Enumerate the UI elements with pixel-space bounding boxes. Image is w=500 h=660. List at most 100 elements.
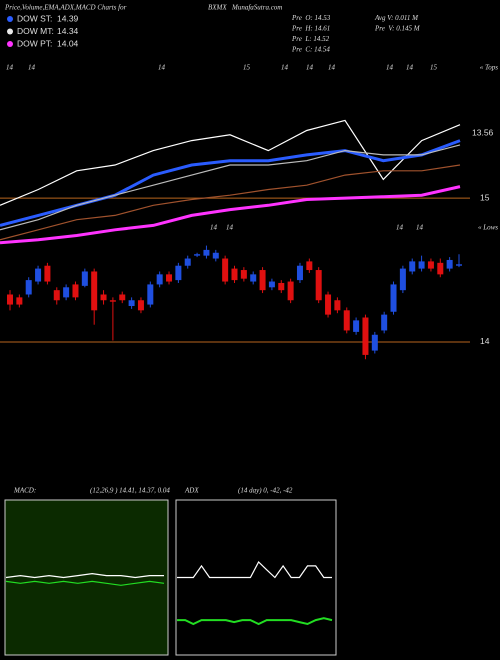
top-label: 15 xyxy=(430,64,438,72)
candle-body xyxy=(240,270,247,279)
candle-body xyxy=(381,314,388,331)
candle-body xyxy=(109,300,116,302)
candle-body xyxy=(287,281,294,301)
stat: Pre H: 14.61 xyxy=(291,25,330,33)
low-label: 14 xyxy=(416,224,424,232)
series-line xyxy=(177,617,333,626)
candle-body xyxy=(222,258,229,282)
candle-body xyxy=(418,261,425,269)
tops-label: « Tops xyxy=(480,64,499,72)
panel-label: MACD: xyxy=(13,487,36,495)
series-line xyxy=(0,185,461,245)
legend-value: 14.34 xyxy=(57,26,79,36)
candle-body xyxy=(231,268,238,281)
series-line xyxy=(5,580,165,586)
legend-label: DOW PT: xyxy=(17,38,52,48)
y-tick-label: 15 xyxy=(480,192,490,202)
top-label: 14 xyxy=(306,64,314,72)
candle-body xyxy=(306,261,313,271)
stat: Pre C: 14.54 xyxy=(291,46,330,54)
candle-body xyxy=(63,287,70,298)
candle-body xyxy=(268,281,275,288)
series-line xyxy=(0,164,461,241)
candle-body xyxy=(203,249,210,256)
legend-label: DOW MT: xyxy=(17,26,54,36)
candle-body xyxy=(353,320,360,332)
series-line xyxy=(5,572,164,579)
panel xyxy=(4,499,169,656)
candle-body xyxy=(446,259,453,269)
series-line xyxy=(0,144,461,231)
candle-body xyxy=(362,317,369,355)
candle-body xyxy=(334,300,341,311)
candle-body xyxy=(390,284,397,312)
candle-body xyxy=(53,290,60,301)
legend-marker xyxy=(7,28,13,35)
panel-params: (12,26,9 ) 14.41, 14.37, 0.04 xyxy=(90,487,170,495)
lows-label: « Lows xyxy=(478,224,498,232)
legend-value: 14.39 xyxy=(57,13,79,23)
top-label: 14 xyxy=(6,64,14,72)
top-label: 14 xyxy=(28,64,36,72)
legend-value: 14.04 xyxy=(57,38,79,48)
legend-label: DOW ST: xyxy=(17,13,52,23)
candle-body xyxy=(16,297,23,305)
candle-body xyxy=(409,261,416,272)
candle-body xyxy=(7,294,13,305)
candle-body xyxy=(91,271,98,311)
stat: Pre O: 14.53 xyxy=(291,14,331,22)
candle-body xyxy=(212,252,219,259)
stat: Avg V: 0.011 M xyxy=(374,14,419,22)
candle-body xyxy=(166,274,173,282)
candle-body xyxy=(137,300,144,311)
legend-marker xyxy=(7,41,13,47)
candle-body xyxy=(35,268,42,282)
panel xyxy=(175,499,337,656)
series-line xyxy=(0,119,461,206)
candle-body xyxy=(156,274,163,285)
stat: Pre V: 0.145 M xyxy=(374,25,421,33)
panel-params: (14 day) 0, -42, -42 xyxy=(238,487,293,495)
y-tick-label: 14 xyxy=(480,336,490,346)
symbol: BXMX xyxy=(208,4,227,12)
candle-body xyxy=(100,294,107,301)
top-label: 14 xyxy=(281,64,289,72)
candle-body xyxy=(456,264,462,266)
candle-body xyxy=(296,265,303,281)
top-label: 14 xyxy=(386,64,394,72)
candle-body xyxy=(259,270,266,291)
low-label: 14 xyxy=(226,224,234,232)
candle-body xyxy=(399,268,406,291)
candle-body xyxy=(427,261,434,269)
candle-body xyxy=(437,262,444,275)
candle-body xyxy=(147,284,154,305)
candle-body xyxy=(343,310,350,331)
candle-body xyxy=(278,282,285,291)
candle-body xyxy=(315,270,322,301)
low-label: 14 xyxy=(396,224,404,232)
candle-body xyxy=(194,254,201,256)
candle-body xyxy=(128,300,135,306)
top-label: 14 xyxy=(158,64,166,72)
candle-body xyxy=(25,280,32,295)
candle-body xyxy=(371,334,378,351)
candle-body xyxy=(72,284,79,298)
candle-body xyxy=(175,265,182,281)
site-name: MunafaSutra.com xyxy=(231,4,282,12)
candle-body xyxy=(184,258,191,266)
candle-body xyxy=(81,271,88,286)
top-label: 14 xyxy=(406,64,414,72)
candle-body xyxy=(250,274,257,282)
candle-body xyxy=(119,294,126,301)
candle-body xyxy=(44,265,51,282)
top-label: 14 xyxy=(328,64,336,72)
legend-marker xyxy=(7,16,13,22)
candle-body xyxy=(325,294,332,315)
low-label: 14 xyxy=(210,224,218,232)
series-line xyxy=(177,561,332,579)
price-annotation: 13.56 xyxy=(472,127,494,137)
page-title: Price,Volume,EMA,ADX,MACD Charts for xyxy=(4,4,127,12)
panel-label: ADX xyxy=(184,487,199,495)
stat: Pre L: 14.52 xyxy=(291,35,330,43)
